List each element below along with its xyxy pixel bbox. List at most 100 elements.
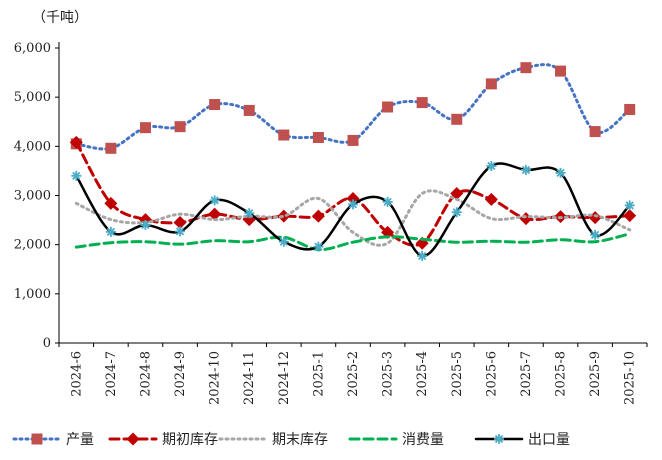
legend-label: 期初库存	[162, 431, 218, 448]
data-point	[175, 226, 186, 237]
data-point	[209, 99, 221, 111]
series-4	[71, 161, 635, 261]
data-point	[520, 62, 532, 74]
data-point	[348, 199, 358, 210]
legend-item-4: 出口量	[474, 432, 570, 448]
data-point	[173, 216, 187, 230]
marker-stroke	[106, 227, 116, 237]
data-point	[589, 126, 601, 138]
data-point	[104, 196, 118, 210]
legend-swatch-marker	[31, 433, 43, 445]
legend-swatch-marker	[494, 434, 504, 444]
data-point	[519, 212, 533, 226]
legend-item-2: 期末库存	[218, 432, 328, 448]
data-point	[590, 229, 601, 240]
marker-stroke	[556, 168, 565, 178]
legend-label: 期末库存	[272, 432, 328, 448]
x-tick-label: 2025-7	[519, 351, 534, 397]
data-point	[244, 208, 255, 219]
data-point	[209, 195, 220, 206]
y-tick-label: 2,000	[14, 238, 51, 253]
x-tick-label: 2025-10	[623, 351, 638, 405]
marker-stroke	[279, 237, 288, 246]
series-2	[74, 189, 632, 247]
data-point	[555, 167, 566, 178]
legend-swatch-marker	[126, 432, 140, 446]
marker-stroke	[210, 196, 219, 205]
marker-stroke	[452, 208, 461, 217]
legend-label: 产量	[66, 432, 94, 448]
x-tick-label: 2024-9	[173, 351, 188, 397]
data-point	[624, 103, 636, 115]
x-tick-label: 2025-4	[415, 351, 430, 397]
series-line	[74, 189, 632, 247]
data-point	[71, 170, 82, 181]
x-tick-label: 2024-10	[208, 351, 223, 405]
y-tick-label: 1,000	[14, 287, 51, 302]
legend-label: 消费量	[402, 432, 444, 448]
data-point	[623, 209, 637, 223]
series-3	[74, 232, 632, 252]
x-tick-label: 2025-9	[588, 351, 603, 397]
series-layer	[69, 62, 637, 261]
data-point	[139, 122, 151, 134]
data-point	[485, 78, 497, 90]
legend-item-0: 产量	[12, 432, 94, 448]
data-point	[451, 113, 463, 125]
y-tick-label: 5,000	[14, 90, 51, 105]
data-point	[416, 97, 428, 109]
marker-stroke	[141, 220, 150, 230]
y-tick-label: 0	[43, 336, 51, 351]
x-tick-label: 2024-8	[138, 351, 153, 397]
x-tick-label: 2025-6	[484, 351, 499, 397]
data-point	[520, 164, 531, 175]
legend: 产量 期初库存 期末库存 消费量 出口量	[12, 431, 570, 448]
marker-stroke	[348, 200, 358, 209]
data-point	[312, 131, 324, 143]
data-point	[278, 129, 290, 141]
y-axis-unit-label: （千吨）	[32, 10, 88, 26]
data-point	[451, 207, 462, 218]
series-0	[70, 62, 636, 154]
data-point	[174, 121, 186, 133]
data-point	[417, 250, 428, 261]
marker-stroke	[494, 434, 504, 444]
data-point	[69, 135, 83, 149]
y-tick-label: 6,000	[14, 41, 51, 56]
legend-label: 出口量	[528, 432, 570, 448]
x-tick-label: 2024-6	[69, 351, 84, 397]
x-tick-label: 2024-11	[242, 351, 257, 405]
marker-stroke	[487, 161, 496, 171]
data-point	[278, 236, 289, 247]
data-point	[105, 226, 116, 237]
x-tick-label: 2024-7	[104, 351, 119, 397]
x-tick-label: 2025-5	[450, 351, 465, 397]
data-point	[105, 142, 117, 154]
data-point	[555, 65, 567, 77]
marker-stroke	[245, 209, 254, 218]
marker-stroke	[625, 201, 634, 210]
data-point	[243, 104, 255, 116]
data-point	[486, 161, 497, 171]
data-point	[313, 241, 324, 252]
marker-stroke	[418, 251, 427, 261]
data-point	[140, 220, 151, 230]
y-tick-label: 3,000	[14, 189, 51, 204]
marker-stroke	[314, 242, 323, 251]
data-point	[311, 209, 325, 223]
legend-item-1: 期初库存	[108, 431, 218, 448]
data-point	[382, 196, 393, 207]
marker-stroke	[590, 230, 600, 239]
marker-stroke	[175, 227, 185, 236]
data-point	[382, 101, 394, 113]
marker-stroke	[383, 197, 392, 207]
x-tick-label: 2025-2	[346, 351, 361, 397]
x-tick-label: 2025-8	[554, 351, 569, 397]
data-point	[208, 207, 222, 221]
x-tick-label: 2025-1	[311, 351, 326, 397]
x-tick-label: 2024-12	[277, 351, 292, 405]
data-point	[347, 134, 359, 146]
axes: 0 1,000 2,000 3,000 4,000 5,000 6,000 2024-6 202…	[14, 41, 648, 405]
marker-stroke	[72, 171, 81, 180]
